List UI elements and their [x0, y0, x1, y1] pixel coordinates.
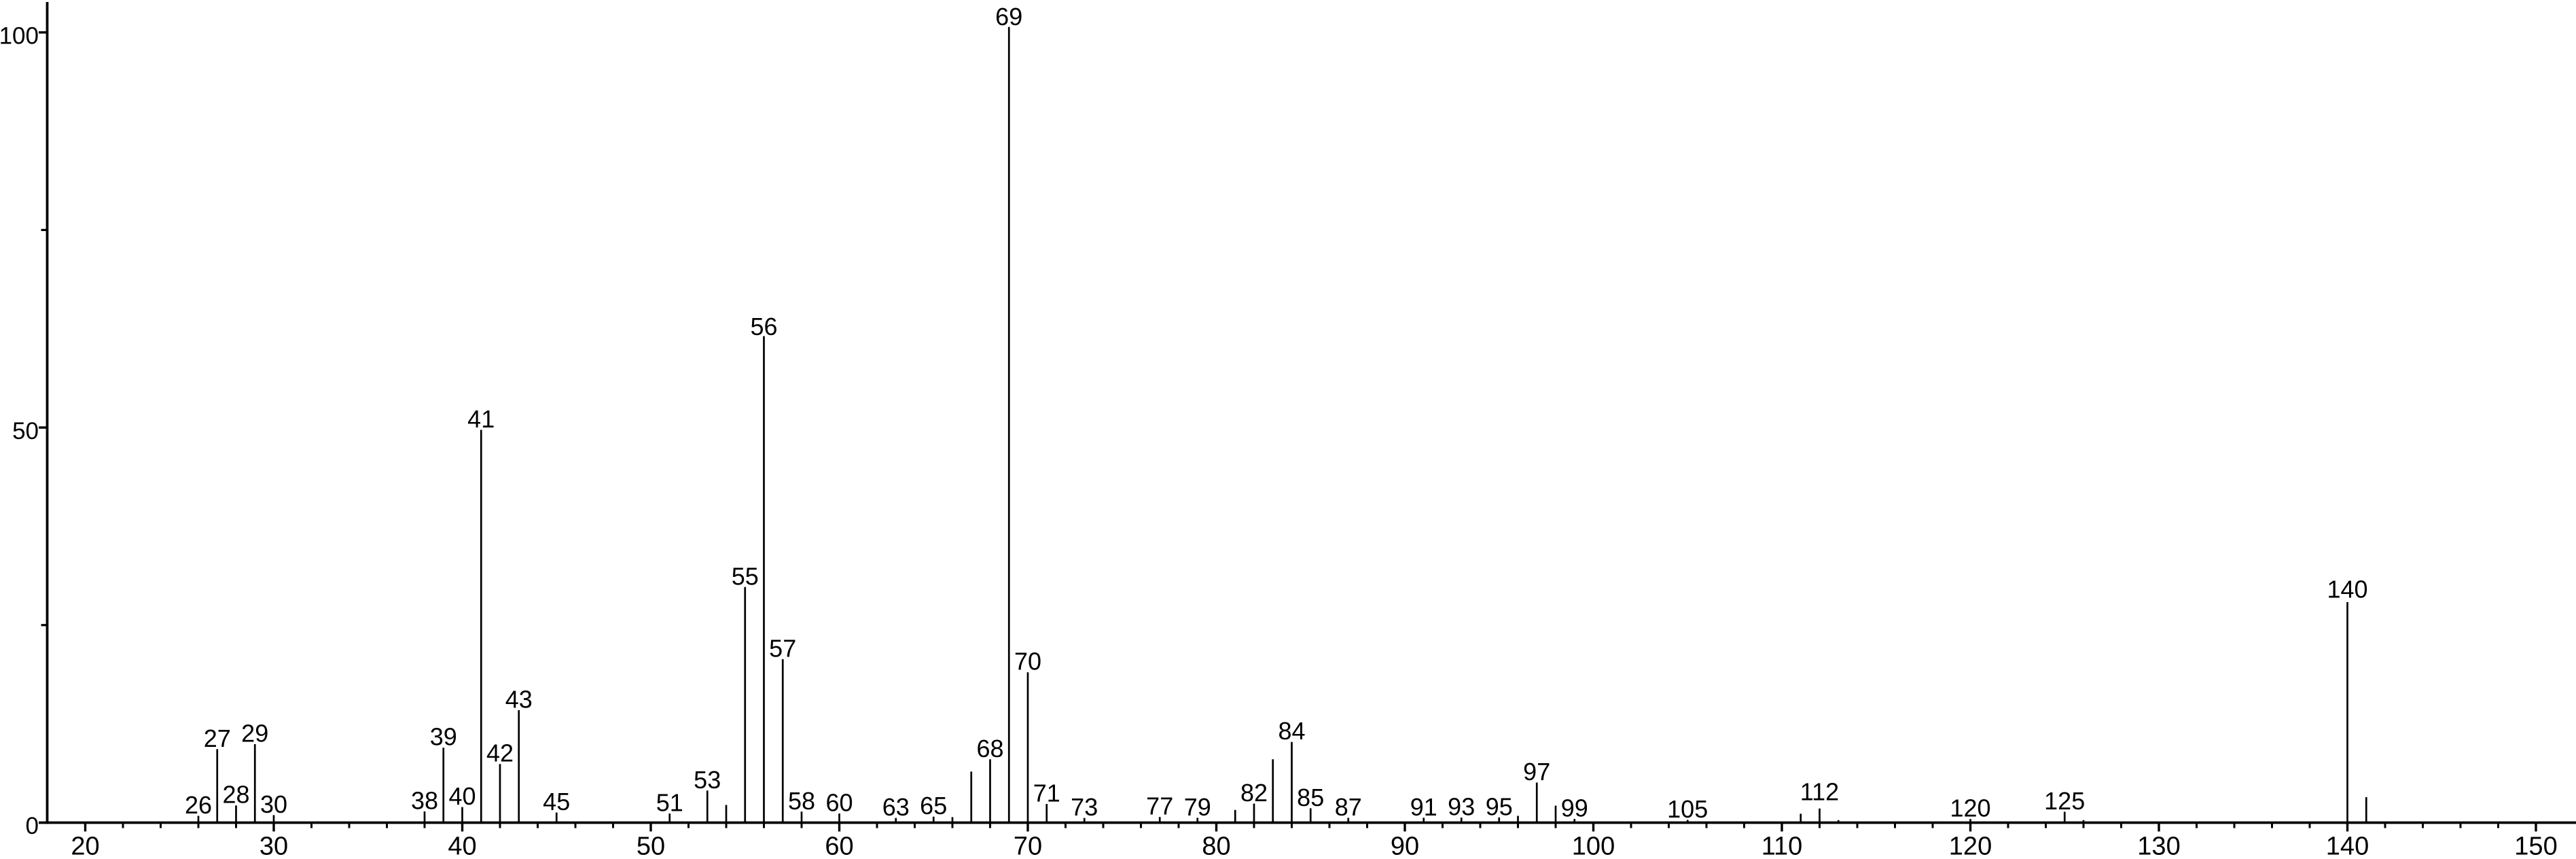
svg-text:45: 45 [543, 788, 570, 816]
svg-text:63: 63 [882, 793, 910, 821]
svg-text:20: 20 [71, 832, 99, 859]
svg-text:30: 30 [260, 790, 287, 818]
svg-text:99: 99 [1561, 794, 1588, 822]
svg-text:70: 70 [1014, 832, 1042, 859]
svg-text:60: 60 [825, 789, 853, 817]
svg-text:29: 29 [241, 720, 268, 748]
svg-text:71: 71 [1033, 779, 1060, 807]
svg-text:69: 69 [995, 3, 1022, 31]
svg-text:95: 95 [1486, 792, 1513, 820]
svg-text:56: 56 [750, 313, 777, 340]
svg-text:50: 50 [637, 832, 665, 859]
svg-text:140: 140 [2327, 576, 2367, 603]
svg-text:42: 42 [486, 739, 514, 767]
svg-text:93: 93 [1448, 793, 1475, 821]
svg-text:58: 58 [788, 787, 815, 815]
svg-text:0: 0 [26, 813, 39, 839]
svg-text:26: 26 [185, 791, 212, 819]
svg-text:80: 80 [1202, 832, 1230, 859]
svg-text:140: 140 [2326, 832, 2369, 859]
svg-text:43: 43 [505, 686, 533, 714]
svg-text:85: 85 [1297, 784, 1324, 811]
svg-text:28: 28 [222, 781, 249, 809]
svg-text:38: 38 [411, 787, 438, 815]
svg-text:73: 73 [1071, 793, 1098, 821]
svg-text:79: 79 [1184, 793, 1211, 821]
svg-text:105: 105 [1667, 795, 1708, 823]
svg-text:51: 51 [656, 789, 683, 817]
svg-text:70: 70 [1014, 648, 1041, 676]
svg-text:39: 39 [430, 723, 457, 751]
svg-text:112: 112 [1800, 778, 1839, 806]
svg-text:30: 30 [260, 832, 288, 859]
svg-text:53: 53 [694, 766, 721, 794]
svg-text:60: 60 [825, 832, 853, 859]
svg-text:57: 57 [769, 635, 796, 663]
svg-text:100: 100 [1572, 832, 1615, 859]
svg-text:27: 27 [204, 724, 231, 752]
svg-text:84: 84 [1278, 717, 1305, 745]
svg-text:55: 55 [732, 562, 759, 590]
svg-text:82: 82 [1240, 779, 1268, 807]
svg-text:40: 40 [448, 782, 476, 810]
svg-text:125: 125 [2044, 787, 2085, 815]
svg-text:97: 97 [1523, 758, 1550, 786]
svg-text:110: 110 [1761, 832, 1803, 859]
svg-text:40: 40 [448, 832, 476, 859]
svg-text:50: 50 [12, 418, 39, 444]
svg-text:150: 150 [2514, 832, 2557, 859]
svg-text:120: 120 [1950, 794, 1990, 822]
svg-text:68: 68 [976, 735, 1003, 762]
svg-text:90: 90 [1391, 832, 1419, 859]
svg-text:120: 120 [1949, 832, 1992, 859]
svg-text:77: 77 [1146, 792, 1173, 820]
svg-text:91: 91 [1410, 793, 1437, 821]
svg-text:130: 130 [2137, 832, 2180, 859]
svg-text:100: 100 [0, 23, 39, 50]
svg-text:65: 65 [920, 792, 947, 820]
svg-text:41: 41 [467, 405, 495, 433]
svg-text:87: 87 [1335, 793, 1362, 821]
